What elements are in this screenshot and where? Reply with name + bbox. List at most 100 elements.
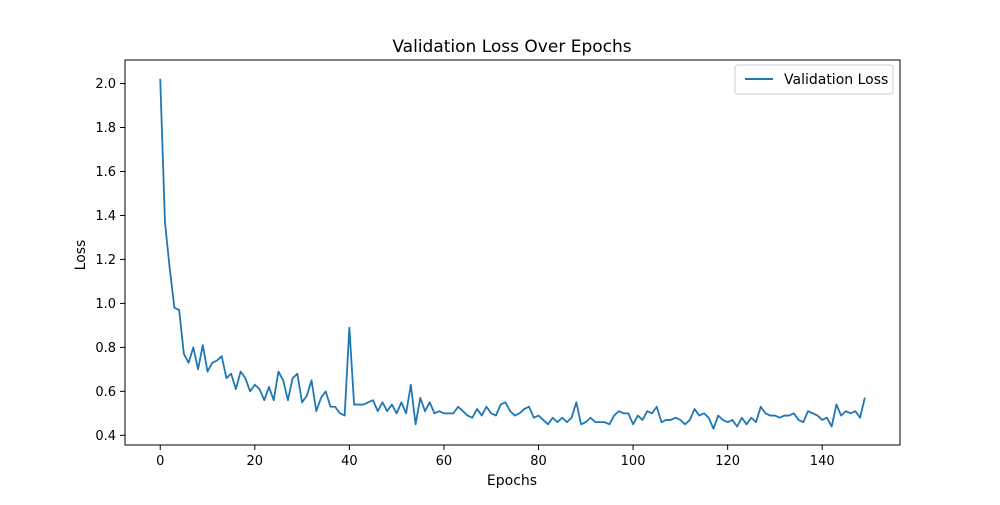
- data-point-epoch-145: [845, 410, 847, 412]
- data-points: [159, 78, 866, 430]
- data-point-epoch-127: [760, 406, 762, 408]
- y-axis-ticks: 0.4 0.6 0.8 1.0 1.2 1.4 1.6 1.8 2.0: [95, 77, 125, 444]
- data-point-epoch-88: [575, 401, 577, 403]
- data-point-epoch-118: [717, 414, 719, 417]
- y-tick-label: 0.8: [95, 341, 116, 356]
- data-point-epoch-34: [320, 397, 322, 399]
- data-point-epoch-81: [542, 419, 544, 421]
- data-point-epoch-48: [386, 410, 388, 412]
- data-point-epoch-97: [618, 410, 620, 412]
- data-point-epoch-98: [623, 412, 625, 414]
- x-tick-label: 100: [621, 454, 646, 469]
- data-point-epoch-20: [254, 384, 256, 386]
- data-point-epoch-42: [358, 403, 360, 406]
- data-point-epoch-5: [183, 353, 185, 355]
- data-point-epoch-115: [703, 412, 705, 414]
- data-point-epoch-45: [372, 399, 374, 401]
- data-point-epoch-92: [594, 421, 596, 423]
- data-point-epoch-46: [377, 410, 379, 412]
- data-point-epoch-133: [788, 414, 790, 417]
- data-point-epoch-144: [840, 414, 842, 417]
- y-tick-label: 1.2: [95, 253, 116, 268]
- data-point-epoch-18: [244, 377, 246, 379]
- data-point-epoch-123: [741, 417, 743, 419]
- data-point-epoch-2: [169, 267, 171, 269]
- data-point-epoch-58: [433, 412, 436, 414]
- data-point-epoch-73: [504, 401, 507, 403]
- data-point-epoch-112: [689, 419, 691, 421]
- data-point-epoch-77: [523, 408, 525, 410]
- data-point-epoch-85: [561, 417, 563, 419]
- y-tick-label: 1.8: [95, 121, 116, 136]
- data-point-epoch-101: [637, 414, 639, 417]
- data-point-epoch-60: [443, 412, 445, 414]
- x-axis-ticks: 0 20 40 60 80 100 120 140: [156, 445, 835, 469]
- data-point-epoch-142: [831, 425, 833, 428]
- data-point-epoch-21: [258, 388, 261, 390]
- data-point-epoch-4: [178, 309, 180, 311]
- legend-label-validation-loss: Validation Loss: [784, 72, 888, 88]
- data-point-epoch-70: [490, 412, 492, 414]
- data-point-epoch-9: [202, 344, 204, 346]
- data-point-epoch-39: [344, 414, 346, 417]
- x-tick-label: 140: [810, 454, 835, 469]
- data-point-epoch-10: [206, 370, 209, 373]
- data-point-epoch-96: [613, 414, 615, 417]
- plot-area: [124, 59, 901, 446]
- data-point-epoch-129: [769, 414, 771, 417]
- data-point-epoch-128: [764, 412, 767, 414]
- data-point-epoch-90: [585, 421, 587, 423]
- data-point-epoch-8: [197, 368, 199, 370]
- data-point-epoch-25: [277, 370, 280, 373]
- data-point-epoch-104: [651, 412, 653, 414]
- data-point-epoch-149: [864, 397, 866, 399]
- data-point-epoch-99: [627, 412, 629, 414]
- data-point-epoch-75: [514, 414, 516, 417]
- data-point-epoch-65: [466, 414, 469, 417]
- data-point-epoch-109: [675, 417, 677, 419]
- data-point-epoch-44: [367, 401, 369, 403]
- data-point-epoch-33: [315, 410, 317, 412]
- y-tick-label: 0.6: [95, 385, 116, 400]
- data-point-epoch-82: [547, 423, 549, 425]
- data-point-epoch-111: [684, 423, 686, 425]
- data-point-epoch-84: [556, 421, 559, 423]
- data-point-epoch-52: [405, 412, 407, 414]
- data-point-epoch-86: [566, 421, 568, 423]
- data-point-epoch-121: [731, 419, 733, 421]
- data-point-epoch-100: [632, 423, 634, 425]
- data-point-epoch-40: [348, 326, 350, 329]
- data-point-epoch-12: [216, 359, 218, 362]
- data-point-epoch-125: [750, 417, 752, 419]
- data-point-epoch-63: [457, 406, 459, 408]
- y-tick-label: 1.4: [95, 209, 116, 224]
- data-point-epoch-134: [793, 412, 795, 414]
- data-point-epoch-105: [656, 406, 658, 408]
- data-point-epoch-31: [306, 395, 308, 397]
- data-point-epoch-147: [854, 410, 856, 412]
- data-point-epoch-79: [533, 417, 535, 419]
- legend: Validation Loss: [734, 64, 894, 95]
- data-point-epoch-110: [679, 419, 681, 421]
- data-point-epoch-141: [826, 417, 828, 419]
- data-point-epoch-117: [712, 428, 715, 430]
- data-point-epoch-139: [816, 414, 819, 417]
- data-point-epoch-37: [334, 406, 336, 408]
- data-point-epoch-66: [471, 417, 473, 419]
- y-tick-label: 0.4: [95, 429, 116, 444]
- y-tick-label: 2.0: [95, 77, 116, 92]
- data-point-epoch-108: [670, 419, 672, 421]
- data-point-epoch-15: [230, 373, 232, 375]
- data-point-epoch-103: [646, 410, 648, 412]
- data-point-epoch-54: [414, 423, 417, 425]
- data-point-epoch-89: [580, 423, 582, 425]
- data-point-epoch-28: [292, 377, 294, 379]
- data-point-epoch-1: [164, 221, 166, 223]
- data-point-epoch-64: [462, 410, 464, 412]
- data-point-epoch-116: [708, 417, 710, 419]
- data-point-epoch-6: [188, 362, 190, 364]
- data-point-epoch-67: [476, 408, 478, 410]
- data-point-epoch-72: [500, 403, 502, 406]
- data-point-epoch-91: [589, 417, 592, 419]
- data-point-epoch-126: [755, 421, 757, 423]
